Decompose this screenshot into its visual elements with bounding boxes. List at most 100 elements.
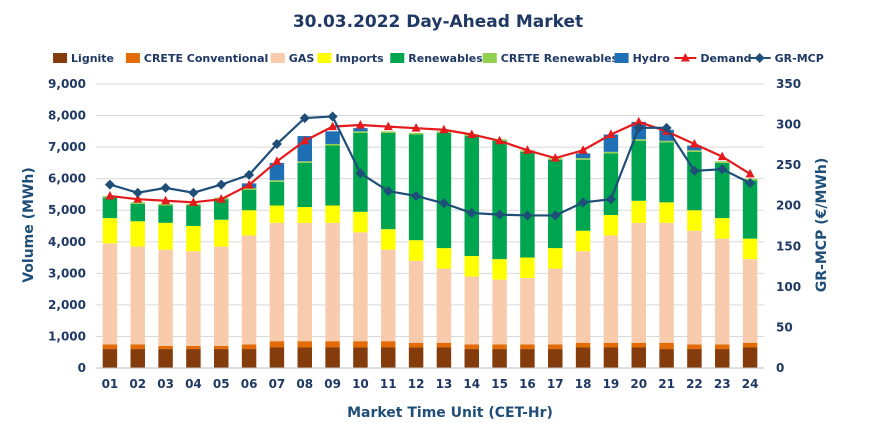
x-tick-label: 18: [575, 377, 592, 391]
bar-crete-conventional: [325, 341, 340, 348]
bars: [102, 121, 758, 368]
legend-item-hydro: Hydro: [614, 52, 671, 65]
point-gr-mcp: [494, 209, 505, 220]
x-tick-label: 13: [436, 377, 453, 391]
bar-crete-conventional: [130, 344, 145, 350]
bar-gas: [241, 235, 257, 345]
bar-imports: [353, 211, 368, 233]
x-tick-label: 04: [185, 377, 202, 391]
point-gr-mcp: [188, 187, 199, 198]
legend-label: Hydro: [633, 52, 671, 65]
bar-gas: [102, 243, 118, 345]
legend-item-demand: Demand: [674, 52, 752, 65]
axes: 0 1,000 2,000 3,000 4,000 5,000 6,000 7,000 8,00…: [48, 77, 801, 391]
bar-lignite: [436, 347, 452, 368]
legend-label: Demand: [700, 52, 751, 65]
y-right-tick-label: 350: [776, 77, 801, 91]
bar-crete-conventional: [715, 344, 730, 350]
bar-renewables: [158, 205, 173, 223]
legend-label: Imports: [335, 52, 384, 65]
bar-gas: [520, 278, 535, 345]
bar-crete-renewables: [241, 188, 257, 190]
y-axis-right-label: GR-MCP (€/MWh): [814, 158, 830, 292]
bar-gas: [214, 246, 229, 346]
bar-gas: [742, 259, 758, 343]
bar-crete-renewables: [631, 139, 646, 141]
point-gr-mcp: [104, 179, 115, 190]
bar-crete-conventional: [603, 342, 619, 348]
bar-lignite: [353, 347, 368, 368]
bar-renewables: [297, 162, 312, 208]
point-demand: [355, 120, 365, 129]
bar-renewables: [408, 134, 424, 241]
bar-crete-conventional: [520, 344, 535, 350]
bar-gas: [715, 238, 730, 345]
bar-imports: [575, 230, 591, 252]
bar-imports: [520, 257, 535, 279]
bar-gas: [381, 249, 396, 342]
legend-swatch: [614, 53, 629, 63]
bar-lignite: [520, 349, 535, 368]
bar-lignite: [631, 347, 646, 368]
line-series-demand: [105, 116, 755, 206]
point-demand: [188, 197, 198, 206]
x-tick-label: 22: [686, 377, 703, 391]
y-tick-label: 9,000: [48, 77, 86, 91]
bar-crete-renewables: [603, 151, 619, 154]
y-right-tick-label: 200: [776, 199, 801, 213]
point-demand: [216, 194, 226, 203]
x-axis-label: Market Time Unit (CET-Hr): [347, 405, 553, 421]
bar-hydro: [353, 128, 368, 132]
point-gr-mcp: [578, 197, 589, 208]
legend-swatch: [482, 53, 497, 63]
point-demand: [634, 116, 644, 126]
y-right-tick-label: 100: [776, 280, 801, 294]
bar-gas: [548, 268, 563, 345]
bar-crete-conventional: [436, 342, 452, 348]
x-tick-label: 06: [241, 377, 258, 391]
bar-renewables: [186, 205, 201, 226]
point-gr-mcp: [717, 164, 728, 175]
point-gr-mcp: [299, 113, 310, 124]
x-tick-label: 11: [380, 377, 397, 391]
bar-crete-conventional: [548, 344, 563, 350]
point-demand: [272, 156, 282, 165]
legend-item-crete-conventional: CRETE Conventional: [125, 52, 268, 65]
bar-crete-renewables: [659, 140, 674, 143]
bar-crete-conventional: [269, 341, 285, 348]
point-gr-mcp: [522, 210, 533, 221]
legend-item-crete-renewables: CRETE Renewables: [482, 52, 619, 65]
bar-crete-renewables: [130, 202, 145, 204]
bar-gas: [325, 222, 340, 342]
bar-hydro: [659, 129, 674, 141]
bar-crete-conventional: [186, 345, 201, 350]
x-tick-label: 20: [630, 377, 647, 391]
legend-item-gas: GAS: [270, 52, 315, 65]
bar-renewables: [269, 181, 285, 206]
line-series-gr-mcp: [104, 111, 756, 221]
grid-lines: [96, 83, 764, 337]
bar-crete-conventional: [381, 341, 396, 348]
bar-crete-conventional: [464, 344, 479, 350]
point-gr-mcp: [438, 198, 449, 209]
legend-item-gr-mcp: GR-MCP: [748, 52, 824, 65]
bar-renewables: [241, 189, 257, 211]
bar-renewables: [520, 151, 535, 258]
bar-gas: [464, 276, 479, 345]
bar-lignite: [158, 349, 173, 368]
legend-label: GAS: [289, 52, 315, 65]
bar-lignite: [742, 347, 758, 368]
bar-lignite: [687, 349, 702, 368]
bar-imports: [687, 210, 702, 231]
bar-hydro: [687, 145, 702, 151]
bar-gas: [492, 279, 507, 345]
bar-lignite: [381, 347, 396, 368]
bar-gas: [186, 251, 201, 346]
point-gr-mcp: [411, 190, 422, 201]
chart-title: 30.03.2022 Day-Ahead Market: [293, 12, 583, 32]
bar-renewables: [436, 132, 452, 249]
bar-gas: [158, 249, 173, 346]
bar-gas: [408, 260, 424, 343]
line-series: [104, 111, 756, 221]
bar-gas: [130, 246, 145, 345]
